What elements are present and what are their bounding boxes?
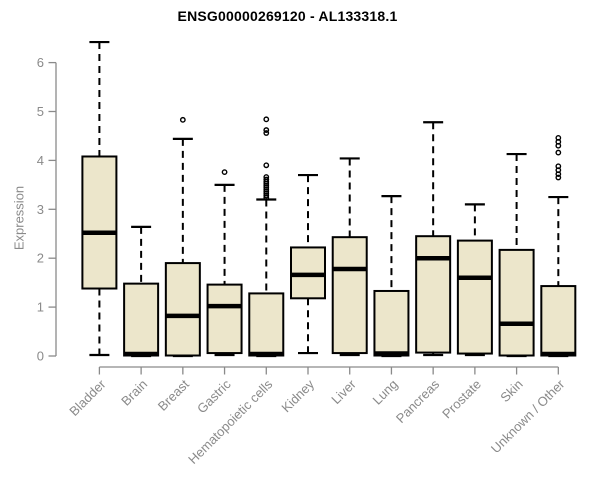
y-tick-label: 3 bbox=[37, 202, 44, 217]
outlier-unknown-other bbox=[555, 174, 562, 181]
y-tick-label: 4 bbox=[37, 153, 44, 168]
box-liver bbox=[331, 236, 368, 355]
x-tick-label-gastric: Gastric bbox=[194, 376, 234, 416]
outlier-breast bbox=[179, 116, 186, 123]
x-tick-label-breast: Breast bbox=[155, 376, 192, 413]
box-gastric bbox=[206, 283, 243, 355]
outlier-gastric bbox=[221, 169, 228, 176]
box-prostate bbox=[456, 239, 493, 355]
box-breast bbox=[164, 262, 201, 357]
outlier-unknown-other bbox=[555, 135, 562, 141]
outlier-hematopoietic-cells bbox=[263, 116, 270, 123]
outlier-hematopoietic-cells bbox=[263, 162, 270, 169]
box-hematopoietic-cells bbox=[248, 292, 285, 357]
box-brain bbox=[123, 282, 160, 357]
outlier-hematopoietic-cells bbox=[263, 130, 270, 136]
x-tick-label-skin: Skin bbox=[497, 377, 525, 405]
chart-title: ENSG00000269120 - AL133318.1 bbox=[177, 8, 398, 24]
y-tick-label: 1 bbox=[37, 300, 44, 315]
outlier-hematopoietic-cells bbox=[263, 176, 270, 183]
y-tick-label: 6 bbox=[37, 55, 44, 70]
y-tick-label: 2 bbox=[37, 251, 44, 266]
x-tick-label-unknown-other: Unknown / Other bbox=[488, 376, 568, 456]
box-lung bbox=[373, 289, 410, 357]
x-tick-label-pancreas: Pancreas bbox=[393, 376, 443, 426]
y-axis-label: Expression bbox=[11, 185, 27, 251]
x-tick-label-kidney: Kidney bbox=[278, 376, 317, 415]
box-bladder bbox=[81, 155, 118, 290]
outlier-hematopoietic-cells bbox=[263, 127, 270, 133]
box-skin bbox=[498, 248, 535, 357]
x-tick-label-prostate: Prostate bbox=[439, 377, 484, 422]
x-tick-label-liver: Liver bbox=[328, 376, 359, 407]
box-pancreas bbox=[415, 235, 452, 354]
outlier-unknown-other bbox=[555, 163, 562, 170]
x-tick-label-brain: Brain bbox=[118, 377, 150, 409]
y-tick-label: 0 bbox=[37, 349, 44, 364]
y-tick-label: 5 bbox=[37, 104, 44, 119]
outlier-hematopoietic-cells bbox=[263, 174, 270, 180]
box-unknown-other bbox=[540, 285, 577, 357]
x-tick-label-lung: Lung bbox=[370, 377, 401, 408]
outlier-unknown-other bbox=[555, 149, 562, 156]
x-tick-label-bladder: Bladder bbox=[66, 376, 109, 419]
